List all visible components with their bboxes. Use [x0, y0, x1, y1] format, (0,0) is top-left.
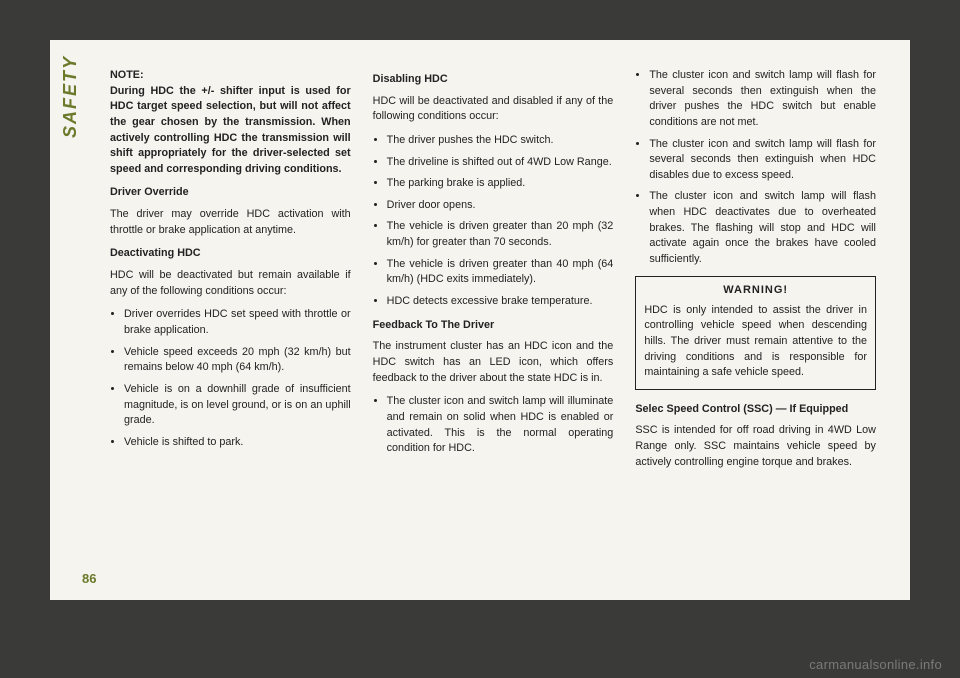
list-item: The driveline is shifted out of 4WD Low …	[387, 155, 614, 171]
para: SSC is intended for off road driving in …	[635, 423, 876, 470]
bullet-list: Driver overrides HDC set speed with thro…	[110, 307, 351, 450]
list-item: Vehicle speed exceeds 20 mph (32 km/h) b…	[124, 345, 351, 376]
list-item: The cluster icon and switch lamp will fl…	[649, 189, 876, 267]
warning-body: HDC is only intended to assist the drive…	[644, 303, 867, 381]
heading-disabling-hdc: Disabling HDC	[373, 72, 614, 88]
heading-deactivating-hdc: Deactivating HDC	[110, 246, 351, 262]
manual-page: SAFETY NOTE: During HDC the +/- shifter …	[50, 40, 910, 600]
watermark: carmanualsonline.info	[809, 657, 942, 672]
bullet-list: The cluster icon and switch lamp will fl…	[635, 68, 876, 268]
para: The instrument cluster has an HDC icon a…	[373, 339, 614, 386]
heading-ssc: Selec Speed Control (SSC) — If Equipped	[635, 402, 876, 418]
para: HDC will be deactivated but remain avail…	[110, 268, 351, 299]
para: HDC will be deactivated and disabled if …	[373, 94, 614, 125]
list-item: HDC detects excessive brake temperature.	[387, 294, 614, 310]
body-columns: NOTE: During HDC the +/- shifter input i…	[110, 68, 876, 560]
list-item: The vehicle is driven greater than 40 mp…	[387, 257, 614, 288]
list-item: Driver door opens.	[387, 198, 614, 214]
para: The driver may override HDC activation w…	[110, 207, 351, 238]
list-item: The driver pushes the HDC switch.	[387, 133, 614, 149]
list-item: The cluster icon and switch lamp will fl…	[649, 68, 876, 131]
list-item: Vehicle is on a downhill grade of insuff…	[124, 382, 351, 429]
section-label: SAFETY	[60, 55, 81, 138]
bullet-list: The driver pushes the HDC switch. The dr…	[373, 133, 614, 310]
list-item: The cluster icon and switch lamp will fl…	[649, 137, 876, 184]
list-item: The parking brake is applied.	[387, 176, 614, 192]
list-item: Driver overrides HDC set speed with thro…	[124, 307, 351, 338]
list-item: The cluster icon and switch lamp will il…	[387, 394, 614, 457]
heading-driver-override: Driver Override	[110, 185, 351, 201]
page-number: 86	[82, 571, 96, 586]
note-body: During HDC the +/- shifter input is used…	[110, 85, 351, 175]
list-item: Vehicle is shifted to park.	[124, 435, 351, 451]
note-label: NOTE:	[110, 69, 144, 81]
warning-title: WARNING!	[644, 283, 867, 299]
warning-box: WARNING! HDC is only intended to assist …	[635, 276, 876, 390]
heading-feedback: Feedback To The Driver	[373, 318, 614, 334]
bullet-list: The cluster icon and switch lamp will il…	[373, 394, 614, 457]
list-item: The vehicle is driven greater than 20 mp…	[387, 219, 614, 250]
note: NOTE: During HDC the +/- shifter input i…	[110, 68, 351, 177]
